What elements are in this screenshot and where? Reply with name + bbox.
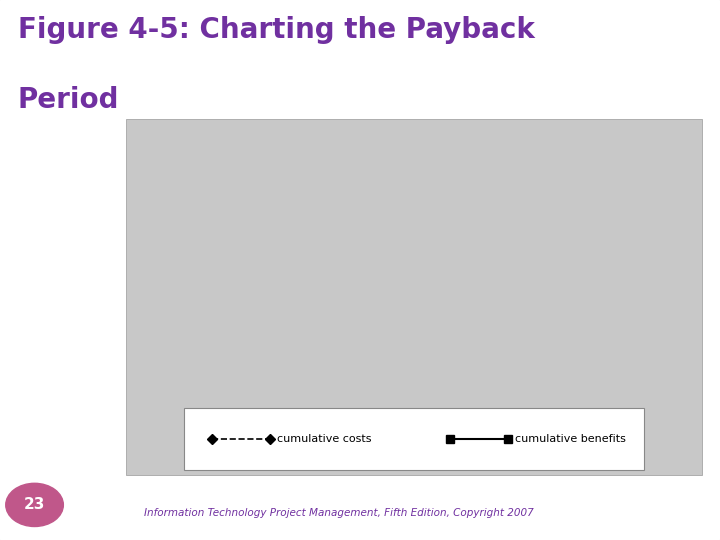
Title: Payback: Payback: [405, 114, 469, 130]
FancyBboxPatch shape: [184, 408, 644, 470]
Text: Payback: Payback: [262, 243, 352, 326]
Text: Period: Period: [18, 86, 120, 114]
Text: cumulative costs: cumulative costs: [277, 434, 372, 444]
Circle shape: [6, 483, 63, 526]
Text: Figure 4-5: Charting the Payback: Figure 4-5: Charting the Payback: [18, 16, 535, 44]
Text: cumulative benefits: cumulative benefits: [515, 434, 626, 444]
Y-axis label: $: $: [136, 262, 145, 275]
FancyBboxPatch shape: [126, 119, 702, 475]
Text: 23: 23: [24, 497, 45, 512]
Text: Information Technology Project Management, Fifth Edition, Copyright 2007: Information Technology Project Managemen…: [144, 508, 534, 518]
X-axis label: Year: Year: [420, 426, 455, 440]
